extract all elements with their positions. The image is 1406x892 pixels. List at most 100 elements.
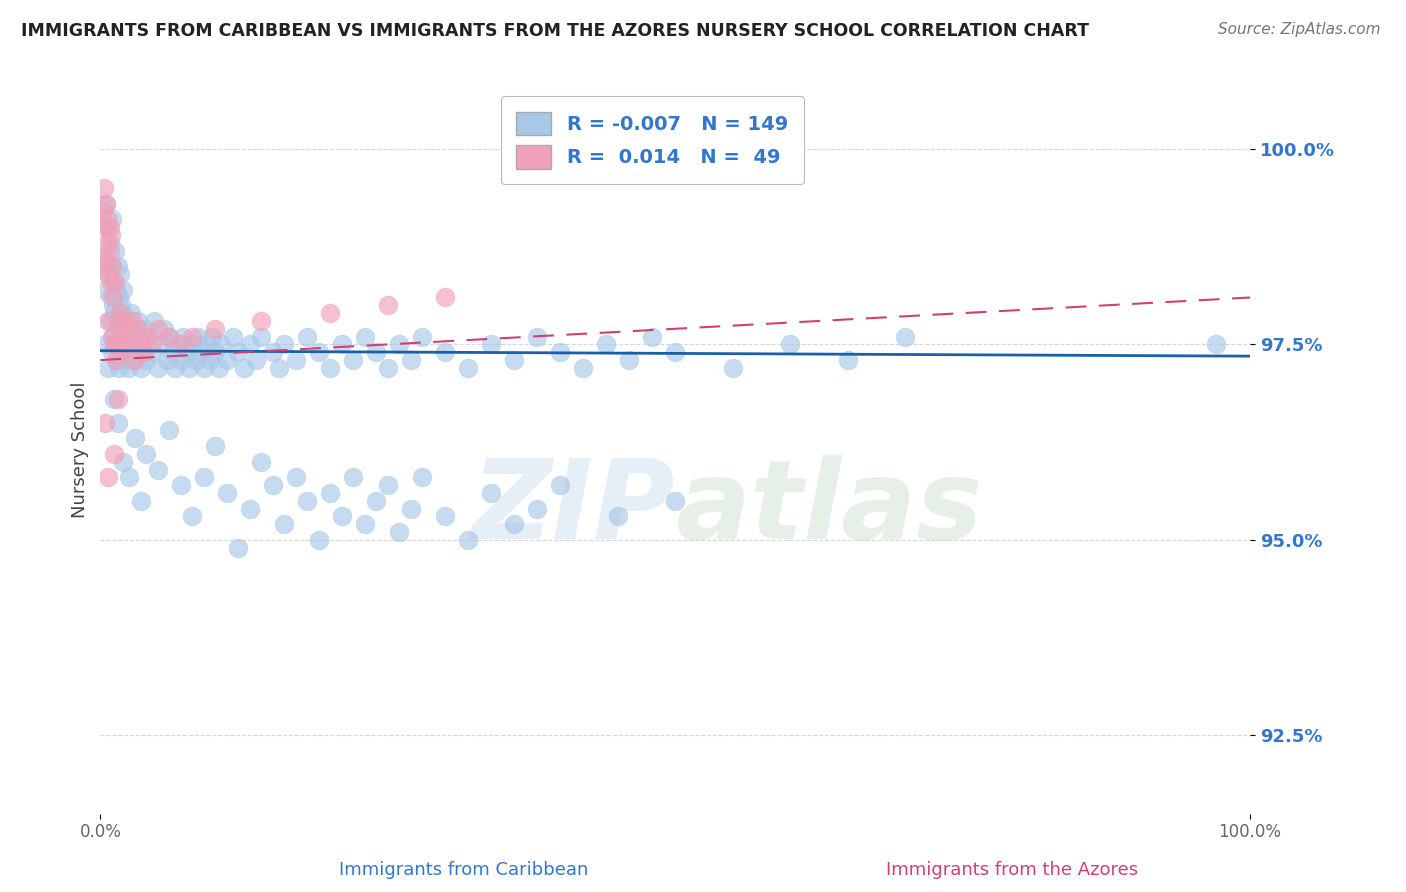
Point — [129, 337, 152, 351]
Point — [239, 337, 262, 351]
Point — [411, 470, 433, 484]
Point — [664, 493, 686, 508]
Text: Immigrants from Caribbean: Immigrants from Caribbean — [339, 861, 589, 879]
Point — [837, 353, 859, 368]
Point — [479, 486, 502, 500]
Point — [100, 275, 122, 289]
Point — [96, 220, 118, 235]
Point — [184, 353, 207, 368]
Point — [262, 345, 284, 359]
Point — [226, 541, 249, 555]
Point — [103, 337, 125, 351]
Point — [177, 360, 200, 375]
Point — [353, 329, 375, 343]
Point — [101, 298, 124, 312]
Point — [146, 462, 169, 476]
Point — [619, 353, 641, 368]
Point — [193, 360, 215, 375]
Point — [319, 486, 342, 500]
Point — [152, 322, 174, 336]
Point — [94, 220, 117, 235]
Point — [135, 329, 157, 343]
Point — [233, 360, 256, 375]
Point — [250, 314, 273, 328]
Point — [434, 509, 457, 524]
Point — [108, 306, 131, 320]
Point — [100, 291, 122, 305]
Point — [118, 337, 141, 351]
Point — [129, 493, 152, 508]
Point — [101, 329, 124, 343]
Point — [103, 275, 125, 289]
Text: Source: ZipAtlas.com: Source: ZipAtlas.com — [1218, 22, 1381, 37]
Point — [894, 329, 917, 343]
Point — [165, 360, 187, 375]
Point — [366, 493, 388, 508]
Point — [377, 298, 399, 312]
Point — [91, 204, 114, 219]
Point — [193, 470, 215, 484]
Point — [118, 322, 141, 336]
Point — [103, 447, 125, 461]
Point — [157, 329, 180, 343]
Point — [146, 322, 169, 336]
Point — [664, 345, 686, 359]
Point — [101, 212, 124, 227]
Point — [107, 314, 129, 328]
Point — [141, 345, 163, 359]
Point — [110, 298, 132, 312]
Text: ZIP: ZIP — [471, 455, 675, 562]
Point — [108, 322, 131, 336]
Point — [166, 337, 188, 351]
Point — [221, 329, 243, 343]
Point — [96, 235, 118, 250]
Point — [143, 314, 166, 328]
Point — [526, 329, 548, 343]
Point — [204, 322, 226, 336]
Point — [93, 181, 115, 195]
Point — [308, 345, 330, 359]
Point — [94, 196, 117, 211]
Point — [107, 360, 129, 375]
Point — [110, 337, 132, 351]
Point — [97, 267, 120, 281]
Point — [112, 314, 135, 328]
Point — [342, 353, 364, 368]
Point — [134, 322, 156, 336]
Point — [104, 244, 127, 258]
Text: atlas: atlas — [675, 455, 983, 562]
Point — [97, 360, 120, 375]
Point — [94, 196, 117, 211]
Point — [457, 360, 479, 375]
Point — [103, 306, 125, 320]
Point — [1205, 337, 1227, 351]
Point — [548, 478, 571, 492]
Point — [132, 345, 155, 359]
Point — [124, 353, 146, 368]
Point — [111, 345, 134, 359]
Point — [572, 360, 595, 375]
Point — [124, 329, 146, 343]
Point — [124, 431, 146, 445]
Point — [101, 259, 124, 273]
Point — [107, 392, 129, 406]
Point — [93, 252, 115, 266]
Point — [94, 259, 117, 273]
Point — [434, 345, 457, 359]
Point — [112, 455, 135, 469]
Point — [114, 322, 136, 336]
Point — [104, 275, 127, 289]
Point — [239, 501, 262, 516]
Point — [97, 470, 120, 484]
Point — [160, 345, 183, 359]
Point — [245, 353, 267, 368]
Point — [399, 501, 422, 516]
Point — [127, 345, 149, 359]
Point — [330, 509, 353, 524]
Point — [267, 360, 290, 375]
Point — [187, 329, 209, 343]
Point — [156, 353, 179, 368]
Point — [284, 470, 307, 484]
Point — [297, 493, 319, 508]
Point — [101, 329, 124, 343]
